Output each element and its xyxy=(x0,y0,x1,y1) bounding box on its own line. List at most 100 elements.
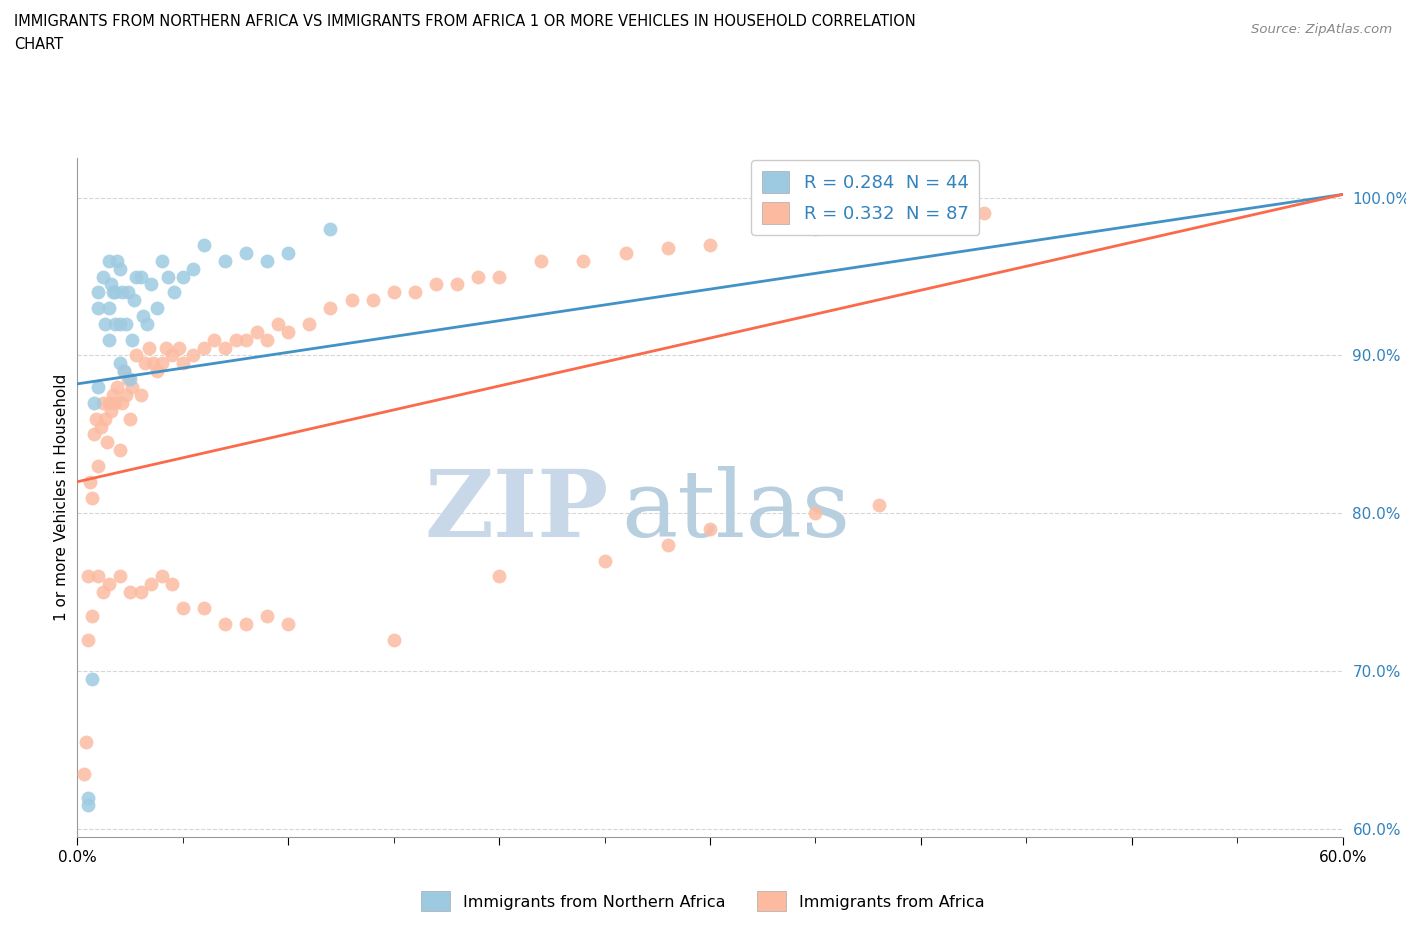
Point xyxy=(98,395,120,410)
Point xyxy=(100,404,122,418)
Point xyxy=(699,522,721,537)
Point xyxy=(256,608,278,623)
Point xyxy=(163,285,186,299)
Point xyxy=(83,427,105,442)
Point xyxy=(804,506,827,521)
Point xyxy=(134,356,156,371)
Point xyxy=(699,237,721,252)
Point xyxy=(86,411,108,426)
Point xyxy=(121,332,143,347)
Point xyxy=(79,474,101,489)
Point xyxy=(76,569,98,584)
Point xyxy=(91,585,114,600)
Point xyxy=(204,332,226,347)
Point xyxy=(488,269,510,284)
Point xyxy=(246,325,269,339)
Point xyxy=(361,293,384,308)
Point xyxy=(103,388,124,403)
Point xyxy=(98,300,120,315)
Point xyxy=(87,300,110,315)
Point xyxy=(157,269,180,284)
Point xyxy=(404,285,426,299)
Text: ZIP: ZIP xyxy=(425,466,609,556)
Point xyxy=(108,261,131,276)
Point xyxy=(124,293,146,308)
Point xyxy=(235,617,257,631)
Point xyxy=(425,277,447,292)
Point xyxy=(277,617,299,631)
Point xyxy=(319,221,342,236)
Point xyxy=(340,293,363,308)
Point xyxy=(107,253,129,268)
Point xyxy=(132,309,155,324)
Point xyxy=(111,395,132,410)
Point xyxy=(115,316,138,331)
Point xyxy=(82,671,104,686)
Point xyxy=(82,608,104,623)
Point xyxy=(108,443,131,458)
Point xyxy=(111,285,132,299)
Point xyxy=(868,498,890,512)
Point xyxy=(82,490,104,505)
Point xyxy=(162,577,183,591)
Point xyxy=(488,569,510,584)
Point xyxy=(804,221,827,236)
Point xyxy=(593,553,616,568)
Point xyxy=(129,388,152,403)
Point xyxy=(141,577,163,591)
Point xyxy=(467,269,489,284)
Point xyxy=(129,585,152,600)
Point xyxy=(256,253,278,268)
Point xyxy=(90,419,111,434)
Point xyxy=(104,395,127,410)
Point xyxy=(100,277,122,292)
Point xyxy=(136,316,159,331)
Point xyxy=(172,601,194,616)
Point xyxy=(87,569,110,584)
Point xyxy=(103,285,124,299)
Legend: R = 0.284  N = 44, R = 0.332  N = 87: R = 0.284 N = 44, R = 0.332 N = 87 xyxy=(751,160,980,235)
Point xyxy=(172,269,194,284)
Point xyxy=(108,316,131,331)
Point xyxy=(193,340,215,355)
Point xyxy=(155,340,177,355)
Point xyxy=(96,435,118,450)
Point xyxy=(382,285,405,299)
Point xyxy=(267,316,290,331)
Point xyxy=(910,214,932,229)
Point xyxy=(142,356,165,371)
Point xyxy=(225,332,247,347)
Point xyxy=(129,269,152,284)
Point xyxy=(183,348,205,363)
Point xyxy=(75,735,97,750)
Point xyxy=(235,246,257,260)
Point xyxy=(117,372,139,387)
Point xyxy=(214,253,236,268)
Point xyxy=(76,790,98,805)
Point xyxy=(98,332,120,347)
Point xyxy=(117,285,139,299)
Point xyxy=(120,372,141,387)
Point xyxy=(572,253,595,268)
Point xyxy=(91,395,114,410)
Point xyxy=(446,277,468,292)
Point xyxy=(973,206,995,220)
Point xyxy=(87,285,110,299)
Point xyxy=(108,569,131,584)
Point xyxy=(121,379,143,394)
Point xyxy=(172,356,194,371)
Point xyxy=(73,766,96,781)
Point xyxy=(141,277,163,292)
Point xyxy=(104,285,127,299)
Point xyxy=(146,300,169,315)
Point xyxy=(277,246,299,260)
Point xyxy=(91,269,114,284)
Point xyxy=(298,316,321,331)
Point xyxy=(115,388,138,403)
Point xyxy=(214,617,236,631)
Point xyxy=(167,340,190,355)
Legend: Immigrants from Northern Africa, Immigrants from Africa: Immigrants from Northern Africa, Immigra… xyxy=(415,885,991,917)
Point xyxy=(214,340,236,355)
Point xyxy=(256,332,278,347)
Point xyxy=(530,253,553,268)
